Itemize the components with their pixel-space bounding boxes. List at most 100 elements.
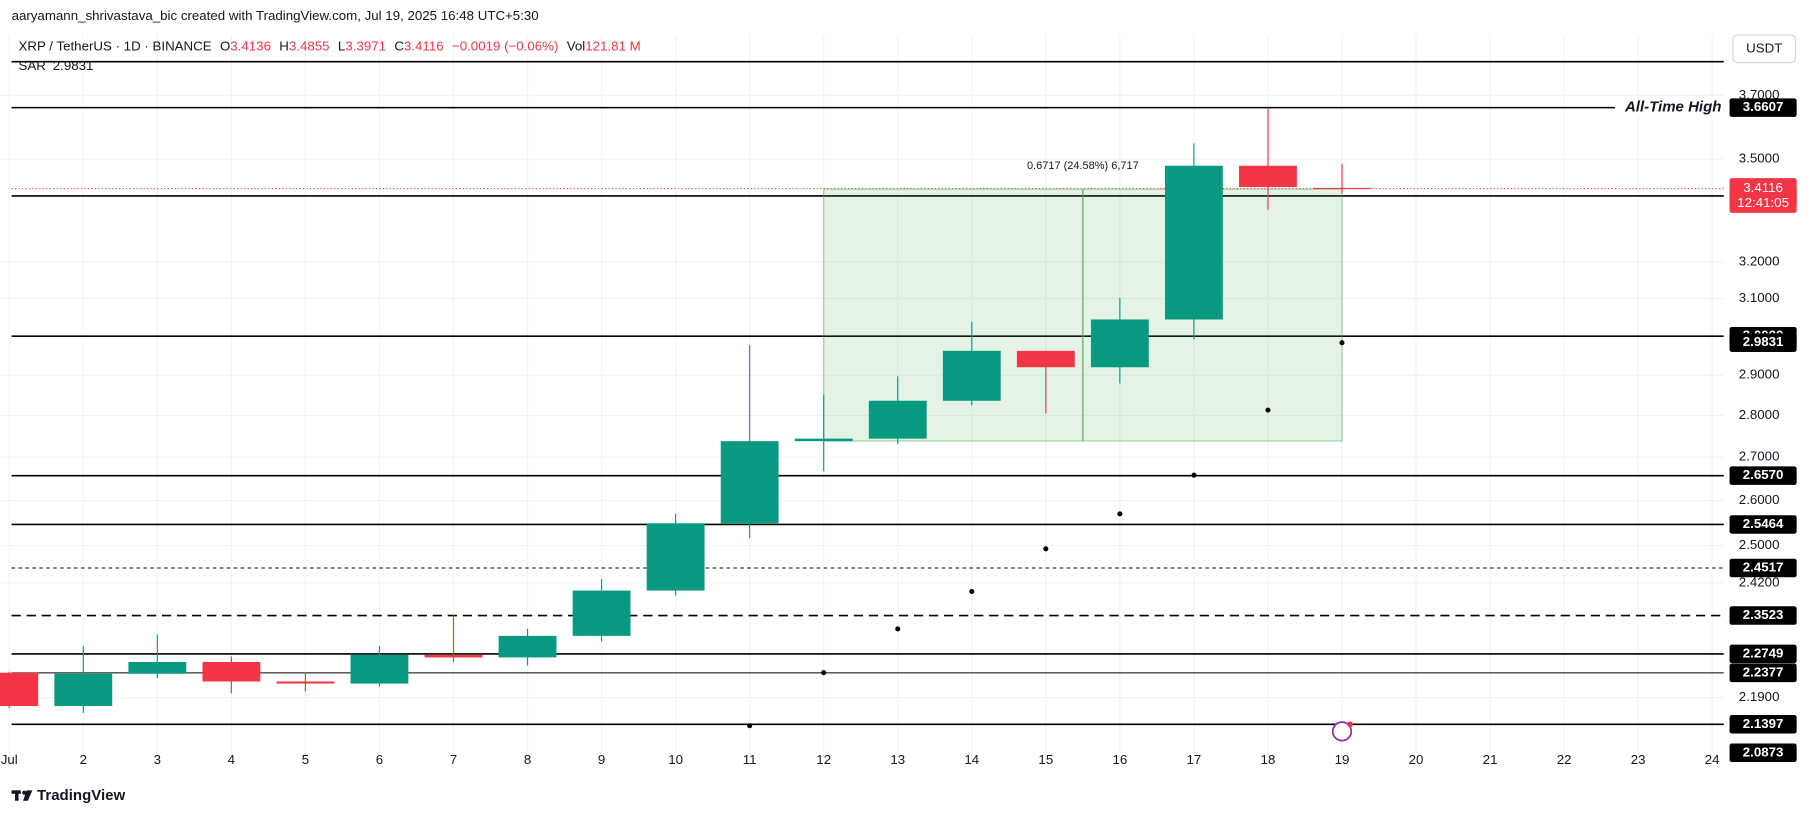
sar-dot <box>1117 511 1123 517</box>
measure-label: 0.6717 (24.58%) 6,717 <box>1027 160 1139 172</box>
x-tick-label: 13 <box>890 752 905 767</box>
x-tick-label: 17 <box>1187 752 1202 767</box>
legend-line: XRP / TetherUS · 1D · BINANCE O3.4136 H3… <box>19 38 641 53</box>
currency[interactable]: USDT <box>1746 40 1782 55</box>
event-icon[interactable] <box>1331 721 1353 742</box>
plot: 0.6717 (24.58%) 6,717 <box>0 107 1371 729</box>
open-label: O <box>220 38 230 53</box>
y-tick-label: 3.5000 <box>1739 151 1780 166</box>
candle-body <box>942 350 1001 401</box>
event-dot <box>1347 721 1353 728</box>
x-tick-label: 22 <box>1557 752 1572 767</box>
level-label: 2.1397 <box>1743 716 1784 731</box>
x-tick-label: 20 <box>1409 752 1424 767</box>
candle-body <box>1313 187 1371 190</box>
level-label: 3.6607 <box>1743 99 1784 114</box>
level-label-bg <box>1729 98 1797 117</box>
candle-body <box>276 681 335 684</box>
symbol: XRP / TetherUS · 1D · BINANCE <box>19 38 212 53</box>
level-label-bg <box>1729 743 1797 763</box>
x-tick-label: 2 <box>80 752 87 767</box>
countdown: 12:41:05 <box>1737 195 1789 210</box>
y-tick-label: 2.7000 <box>1739 449 1780 464</box>
x-tick-label: 7 <box>450 752 457 767</box>
level-label-bg <box>1729 644 1797 664</box>
high-value: 3.4855 <box>289 38 330 53</box>
level-label: 2.4517 <box>1743 560 1784 575</box>
sar-dot <box>1191 472 1197 478</box>
levels <box>11 60 1724 726</box>
candle-body <box>128 661 187 674</box>
level-label: 2.6570 <box>1743 467 1784 482</box>
credit: aaryamann_shrivastava_bic created with T… <box>12 8 539 23</box>
candle-body <box>1239 165 1297 188</box>
x-tick-label: 9 <box>598 752 605 767</box>
y-tick-label: 2.8000 <box>1739 407 1780 422</box>
x-tick-label: 12 <box>816 752 831 767</box>
x-tick-label: 23 <box>1631 752 1646 767</box>
level-label-bg <box>1729 466 1797 485</box>
candle-body <box>0 672 39 707</box>
candle-body <box>202 661 261 682</box>
y-tick-label: 2.6000 <box>1739 492 1780 507</box>
sar-label-bg <box>1729 333 1797 352</box>
close-label: C <box>394 38 404 53</box>
level-label: 2.2377 <box>1743 664 1784 679</box>
sar-label: 2.9831 <box>1743 334 1784 349</box>
sar-name: SAR <box>19 58 46 73</box>
last-price: 3.4116 <box>1743 180 1783 195</box>
candle-body <box>794 438 853 442</box>
grid <box>0 34 1724 757</box>
x-tick-label: 14 <box>964 752 979 767</box>
level-label: 2.3523 <box>1743 607 1784 622</box>
candle-body <box>1090 319 1149 368</box>
sar-dot <box>1265 407 1271 413</box>
level-label-bg <box>1729 606 1797 625</box>
candle-body <box>1164 165 1223 320</box>
sar-value: 2.9831 <box>53 58 94 73</box>
sar-dot <box>969 588 975 595</box>
candle-body <box>720 441 779 524</box>
candle-body <box>572 590 631 636</box>
x-tick-label: 10 <box>668 752 683 767</box>
x-tick-label: 21 <box>1483 752 1498 767</box>
x-tick-label: 24 <box>1705 752 1720 767</box>
sar-legend: SAR 2.9831 <box>19 58 94 73</box>
annotation: All-Time High <box>1624 99 1722 116</box>
sar-dot <box>821 670 827 676</box>
branding: TradingView <box>37 787 125 804</box>
change: −0.0019 (−0.06%) <box>452 38 558 53</box>
x-tick-label: 5 <box>302 752 309 767</box>
candle-body <box>350 654 409 684</box>
low-label: L <box>338 38 345 53</box>
annotation-bg <box>1615 98 1724 117</box>
level-label-bg <box>1729 515 1797 534</box>
y-tick-label: 2.4200 <box>1739 574 1780 589</box>
tv-logo <box>11 790 33 801</box>
x-tick-label: 8 <box>524 752 531 767</box>
x-tick-label: Jul <box>1 752 18 767</box>
x-tick-label: 3 <box>154 752 161 767</box>
x-tick-label: 18 <box>1261 752 1276 767</box>
level-label-bg <box>1729 663 1797 683</box>
currency-button[interactable] <box>1732 34 1797 64</box>
volume: 121.81 M <box>585 38 640 53</box>
candle-body <box>498 635 557 658</box>
sar-dot <box>1043 546 1049 552</box>
candle-body <box>1016 350 1075 368</box>
level-label: 2.5464 <box>1743 516 1784 531</box>
level-label-bg <box>1729 715 1797 734</box>
low-value: 3.3971 <box>345 38 386 53</box>
candle-body <box>868 400 927 439</box>
x-tick-label: 15 <box>1038 752 1053 767</box>
level-label: 2.0873 <box>1743 744 1784 759</box>
x-tick-label: 4 <box>228 752 235 767</box>
level-label-bg <box>1729 558 1797 578</box>
candle-body <box>424 654 483 658</box>
x-tick-label: 16 <box>1112 752 1127 767</box>
sar-dot <box>747 723 753 729</box>
sar-dot <box>1339 340 1345 346</box>
y-tick-label: 3.1000 <box>1739 290 1780 305</box>
